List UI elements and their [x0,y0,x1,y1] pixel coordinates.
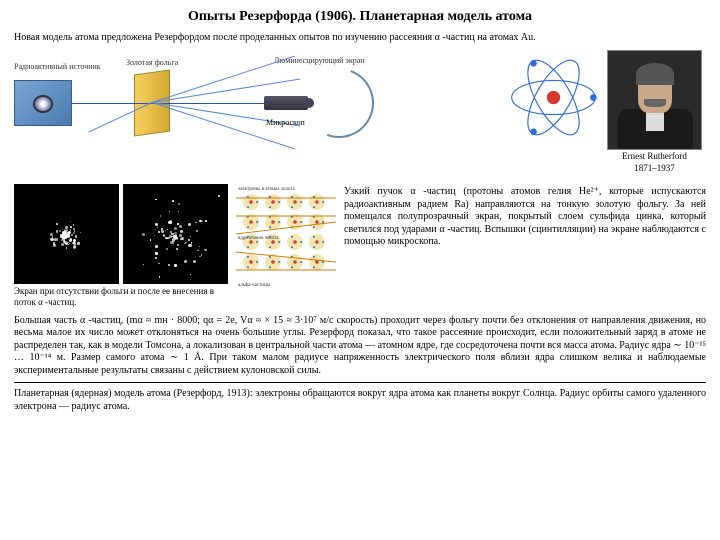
svg-text:ядра атомов золота: ядра атомов золота [238,236,279,241]
experiment-diagram: Радиоактивный источник Золотая фольга Лю… [14,50,500,180]
microscope-icon [264,96,308,110]
portrait-years: 1871–1937 [607,164,702,174]
source-box [14,80,72,126]
row-details: Экран при отсутствии фольги и после ее в… [14,184,706,309]
svg-text:альфа-частицы: альфа-частицы [238,283,271,288]
svg-text:электроны в атомах золота: электроны в атомах золота [238,187,296,192]
divider [14,382,706,383]
label-source: Радиоактивный источник [14,62,101,72]
portrait-name: Ernest Rutherford [607,152,702,162]
row-experiment: Радиоактивный источник Золотая фольга Лю… [14,50,706,180]
screen-with-foil [123,184,228,284]
portrait-image [607,50,702,150]
gold-lattice-diagram: электроны в атомах золота ядра атомов зол… [236,184,336,289]
page-title: Опыты Резерфорда (1906). Планетарная мод… [14,8,706,26]
scintillation-screens [14,184,228,284]
rutherford-portrait: Ernest Rutherford 1871–1937 [607,50,702,174]
label-microscope: Микроскоп [266,118,305,128]
label-foil: Золотая фольга [126,58,178,68]
atom-model-diagram [506,50,601,145]
paragraph-planetary-model: Планетарная (ядерная) модель атома (Резе… [14,388,706,413]
paragraph-results: Большая часть α -частиц, (mα ≈ mн · 8000… [14,315,706,378]
intro-text: Новая модель атома предложена Резерфордо… [14,32,706,45]
experiment-description: Узкий пучок α -частиц (протоны атомов ге… [344,184,706,309]
screen-no-foil [14,184,119,284]
screens-caption: Экран при отсутствии фольги и после ее в… [14,286,228,309]
